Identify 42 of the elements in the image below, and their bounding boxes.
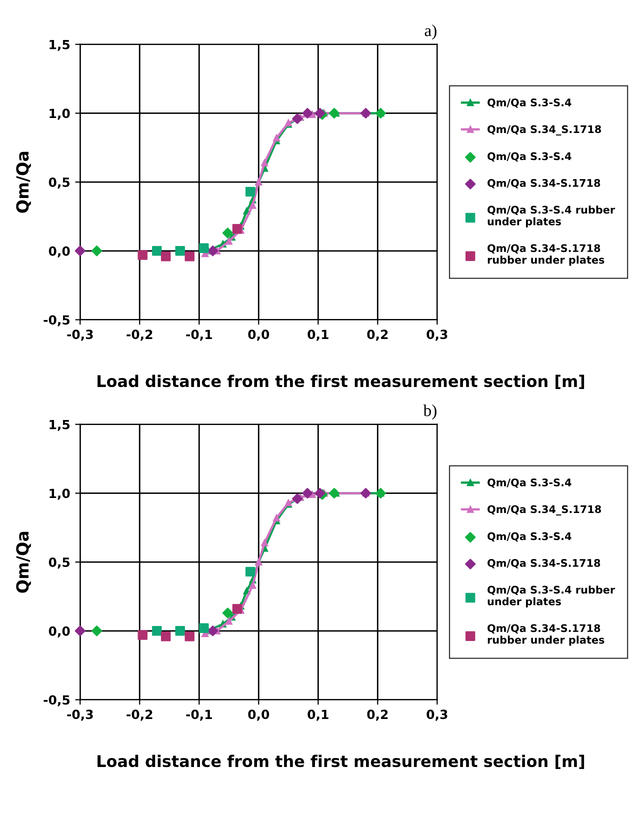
- y-tick-label: 0,0: [48, 626, 70, 638]
- y-axis-title: Qm/Qa: [16, 532, 31, 593]
- y-tick-label: -0,5: [44, 695, 70, 706]
- chart-title: b): [423, 404, 436, 420]
- x-tick-label: -0,2: [126, 710, 152, 721]
- x-tick-label: -0,1: [186, 710, 212, 721]
- y-tick-label: 1,0: [50, 488, 70, 500]
- x-tick-label: 0,1: [308, 710, 328, 721]
- x-tick-label: 0,2: [367, 710, 388, 721]
- legend-label: Qm/Qa S.3-S.4: [488, 152, 572, 162]
- legend-label: Qm/Qa S.3-S.4: [488, 532, 572, 542]
- y-tick-label: 0,0: [48, 246, 70, 258]
- x-tick-label: 0,0: [248, 710, 270, 721]
- x-tick-label: 0,2: [367, 330, 388, 341]
- x-tick-label: 0,0: [248, 330, 270, 341]
- legend-label: Qm/Qa S.34-S.1718: [488, 179, 600, 188]
- y-tick-label: 1,5: [50, 420, 70, 431]
- y-tick-label: 1,0: [50, 108, 70, 120]
- y-tick-label: -0,5: [44, 315, 70, 326]
- chart-title: a): [424, 24, 436, 40]
- x-tick-label: -0,2: [126, 330, 152, 341]
- x-tick-label: 0,3: [426, 330, 448, 341]
- y-axis-title: Qm/Qa: [16, 152, 31, 213]
- x-axis-title: Load distance from the first measurement section [m]: [98, 754, 584, 770]
- y-tick-label: 0,5: [48, 178, 70, 189]
- legend-label: Qm/Qa S.34_S.1718: [488, 125, 602, 136]
- x-tick-label: -0,3: [67, 330, 93, 341]
- y-tick-label: 1,5: [50, 40, 70, 51]
- x-tick-label: 0,1: [308, 330, 328, 341]
- x-axis-title: Load distance from the first measurement section [m]: [98, 374, 584, 390]
- y-tick-label: 0,5: [48, 558, 70, 569]
- legend-label: Qm/Qa S.34-S.1718: [488, 559, 600, 568]
- legend-label: Qm/Qa S.34-S.1718 rubber under plates: [488, 244, 604, 266]
- legend-label: Qm/Qa S.3-S.4: [488, 98, 572, 108]
- legend-label: Qm/Qa S.3-S.4 rubber under plates: [488, 206, 616, 228]
- legend-label: Qm/Qa S.3-S.4 rubber under plates: [488, 586, 616, 608]
- legend-label: Qm/Qa S.34_S.1718: [488, 505, 602, 516]
- x-tick-label: -0,1: [186, 330, 212, 341]
- x-tick-label: -0,3: [67, 710, 93, 721]
- legend-label: Qm/Qa S.3-S.4: [488, 478, 572, 488]
- legend-label: Qm/Qa S.34-S.1718 rubber under plates: [488, 624, 604, 646]
- x-tick-label: 0,3: [426, 710, 448, 721]
